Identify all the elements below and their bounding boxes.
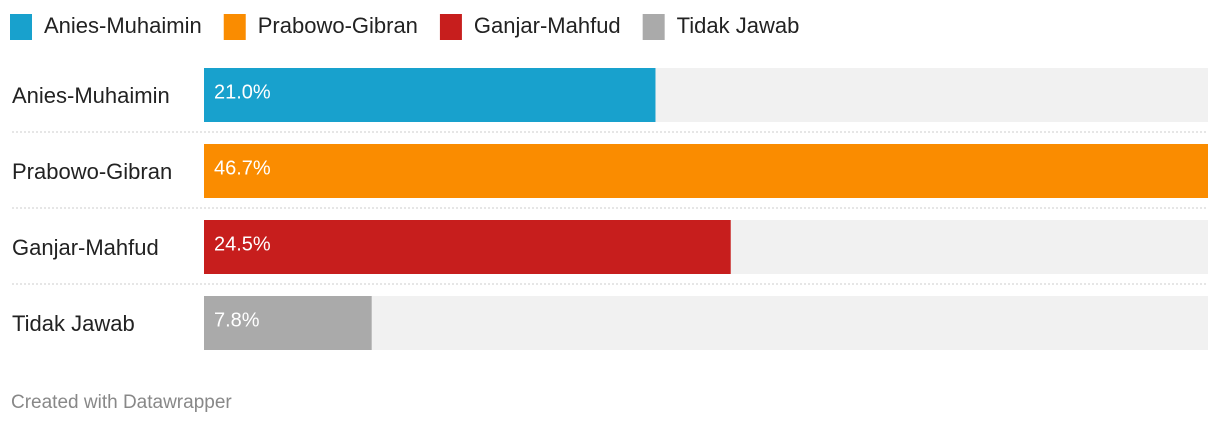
bar — [204, 68, 656, 122]
category-label: Ganjar-Mahfud — [12, 235, 159, 260]
category-label: Tidak Jawab — [12, 311, 135, 336]
category-label: Prabowo-Gibran — [12, 159, 172, 184]
value-label: 7.8% — [214, 309, 260, 331]
legend-swatch — [439, 14, 462, 40]
legend-label: Ganjar-Mahfud — [474, 13, 621, 38]
bar — [204, 220, 731, 274]
bar — [204, 296, 372, 350]
value-label: 24.5% — [214, 233, 271, 255]
legend-label: Tidak Jawab — [677, 13, 800, 38]
value-label: 21.0% — [214, 81, 271, 103]
legend-swatch — [642, 14, 665, 40]
legend-swatch — [10, 14, 32, 40]
footer: Created with Datawrapper — [11, 392, 232, 413]
value-label: 46.7% — [214, 157, 271, 179]
category-label: Anies-Muhaimin — [12, 83, 170, 108]
bar — [204, 144, 1208, 198]
legend-label: Anies-Muhaimin — [44, 13, 202, 38]
legend-swatch — [223, 14, 246, 40]
legend-label: Prabowo-Gibran — [258, 13, 418, 38]
